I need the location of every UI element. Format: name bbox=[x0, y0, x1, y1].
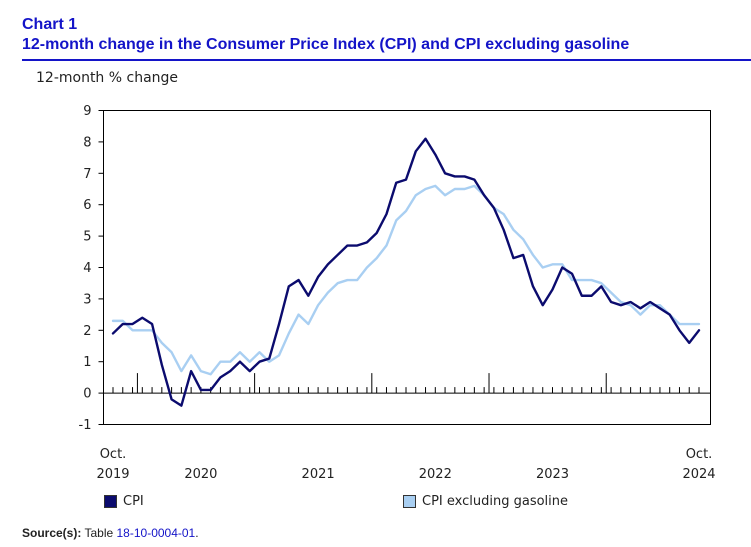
x-tick-label: Oct. bbox=[686, 447, 713, 462]
chart-label: Chart 1 bbox=[22, 16, 78, 33]
title-rule bbox=[22, 59, 751, 61]
x-tick-label: 2019 bbox=[96, 467, 129, 482]
x-tick-label: 2024 bbox=[682, 467, 715, 482]
chart-title: 12-month change in the Consumer Price In… bbox=[22, 36, 630, 53]
source-text: Table bbox=[84, 526, 114, 540]
y-tick-label: 1 bbox=[83, 355, 91, 370]
x-tick-label: 2021 bbox=[302, 467, 335, 482]
source-label: Source(s): bbox=[22, 526, 82, 540]
legend-label-cpi-ex-gasoline: CPI excluding gasoline bbox=[422, 494, 569, 509]
y-tick-label: 9 bbox=[83, 104, 91, 119]
y-tick-label: 4 bbox=[83, 261, 91, 276]
x-tick-label: 2020 bbox=[184, 467, 217, 482]
source-link[interactable]: 18-10-0004-01 bbox=[116, 526, 196, 540]
y-tick-label: 2 bbox=[83, 324, 91, 339]
legend-swatch-cpi-ex-gasoline bbox=[403, 495, 416, 508]
y-tick-label: 6 bbox=[83, 198, 91, 213]
y-tick-label: 3 bbox=[83, 292, 91, 307]
series-line-cpi-ex-gasoline bbox=[111, 184, 701, 376]
y-tick-label: 7 bbox=[83, 167, 91, 182]
source-note: Source(s): Table 18-10-0004-01. bbox=[22, 526, 199, 540]
source-suffix: . bbox=[195, 526, 199, 540]
y-tick-label: 0 bbox=[83, 387, 91, 402]
y-tick-label: -1 bbox=[79, 418, 92, 433]
series-line-cpi bbox=[111, 137, 701, 407]
legend-label-cpi: CPI bbox=[123, 494, 144, 509]
y-tick-label: 5 bbox=[83, 230, 91, 245]
y-axis-title: 12-month % change bbox=[36, 70, 179, 86]
x-tick-label: Oct. bbox=[100, 447, 127, 462]
y-tick-label: 8 bbox=[83, 135, 91, 150]
legend-swatch-cpi bbox=[104, 495, 117, 508]
x-tick-label: 2023 bbox=[536, 467, 569, 482]
x-tick-label: 2022 bbox=[419, 467, 452, 482]
